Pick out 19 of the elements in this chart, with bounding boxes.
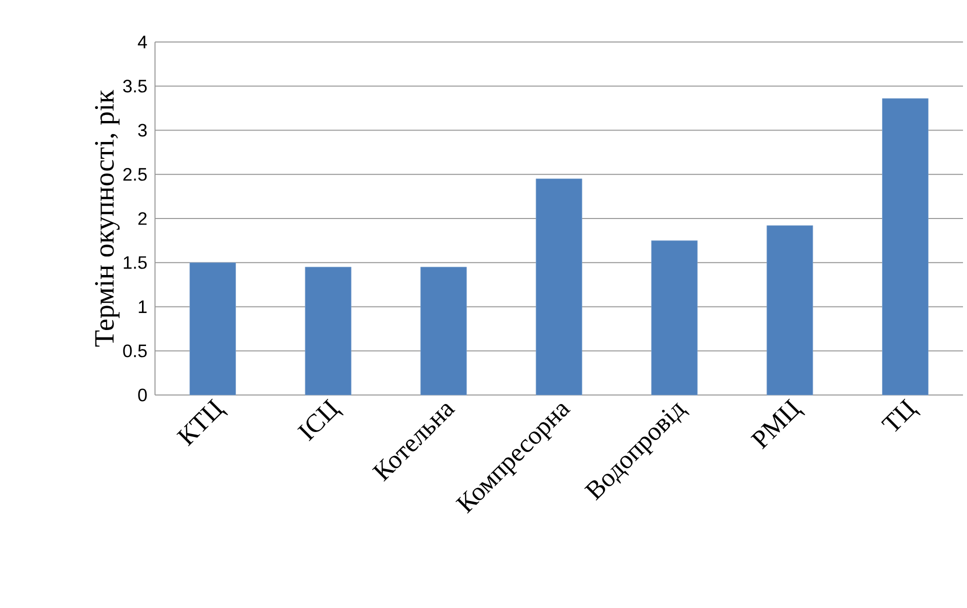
y-tick-label: 4 [138, 36, 147, 48]
x-tick-label: ІСЦ [297, 398, 344, 442]
bar [882, 98, 928, 396]
bar [651, 240, 698, 396]
y-tick-label: 1 [138, 300, 147, 313]
bar [766, 225, 814, 396]
y-axis-title: Термін окупності, рік [95, 90, 120, 347]
y-tick-label: 1.5 [124, 256, 147, 269]
y-tick-label: 2.5 [123, 168, 147, 181]
y-tick-label: 0.5 [123, 344, 147, 358]
y-tick-label: 3.5 [123, 80, 147, 92]
x-tick-label: ТЦ [881, 398, 921, 432]
bar [190, 262, 236, 396]
y-tick-label: 0 [138, 388, 147, 402]
y-tick-label: 3 [138, 124, 147, 137]
bar [536, 178, 582, 396]
bar [420, 266, 467, 396]
bar [304, 266, 352, 396]
y-tick-label: 2 [138, 212, 147, 225]
